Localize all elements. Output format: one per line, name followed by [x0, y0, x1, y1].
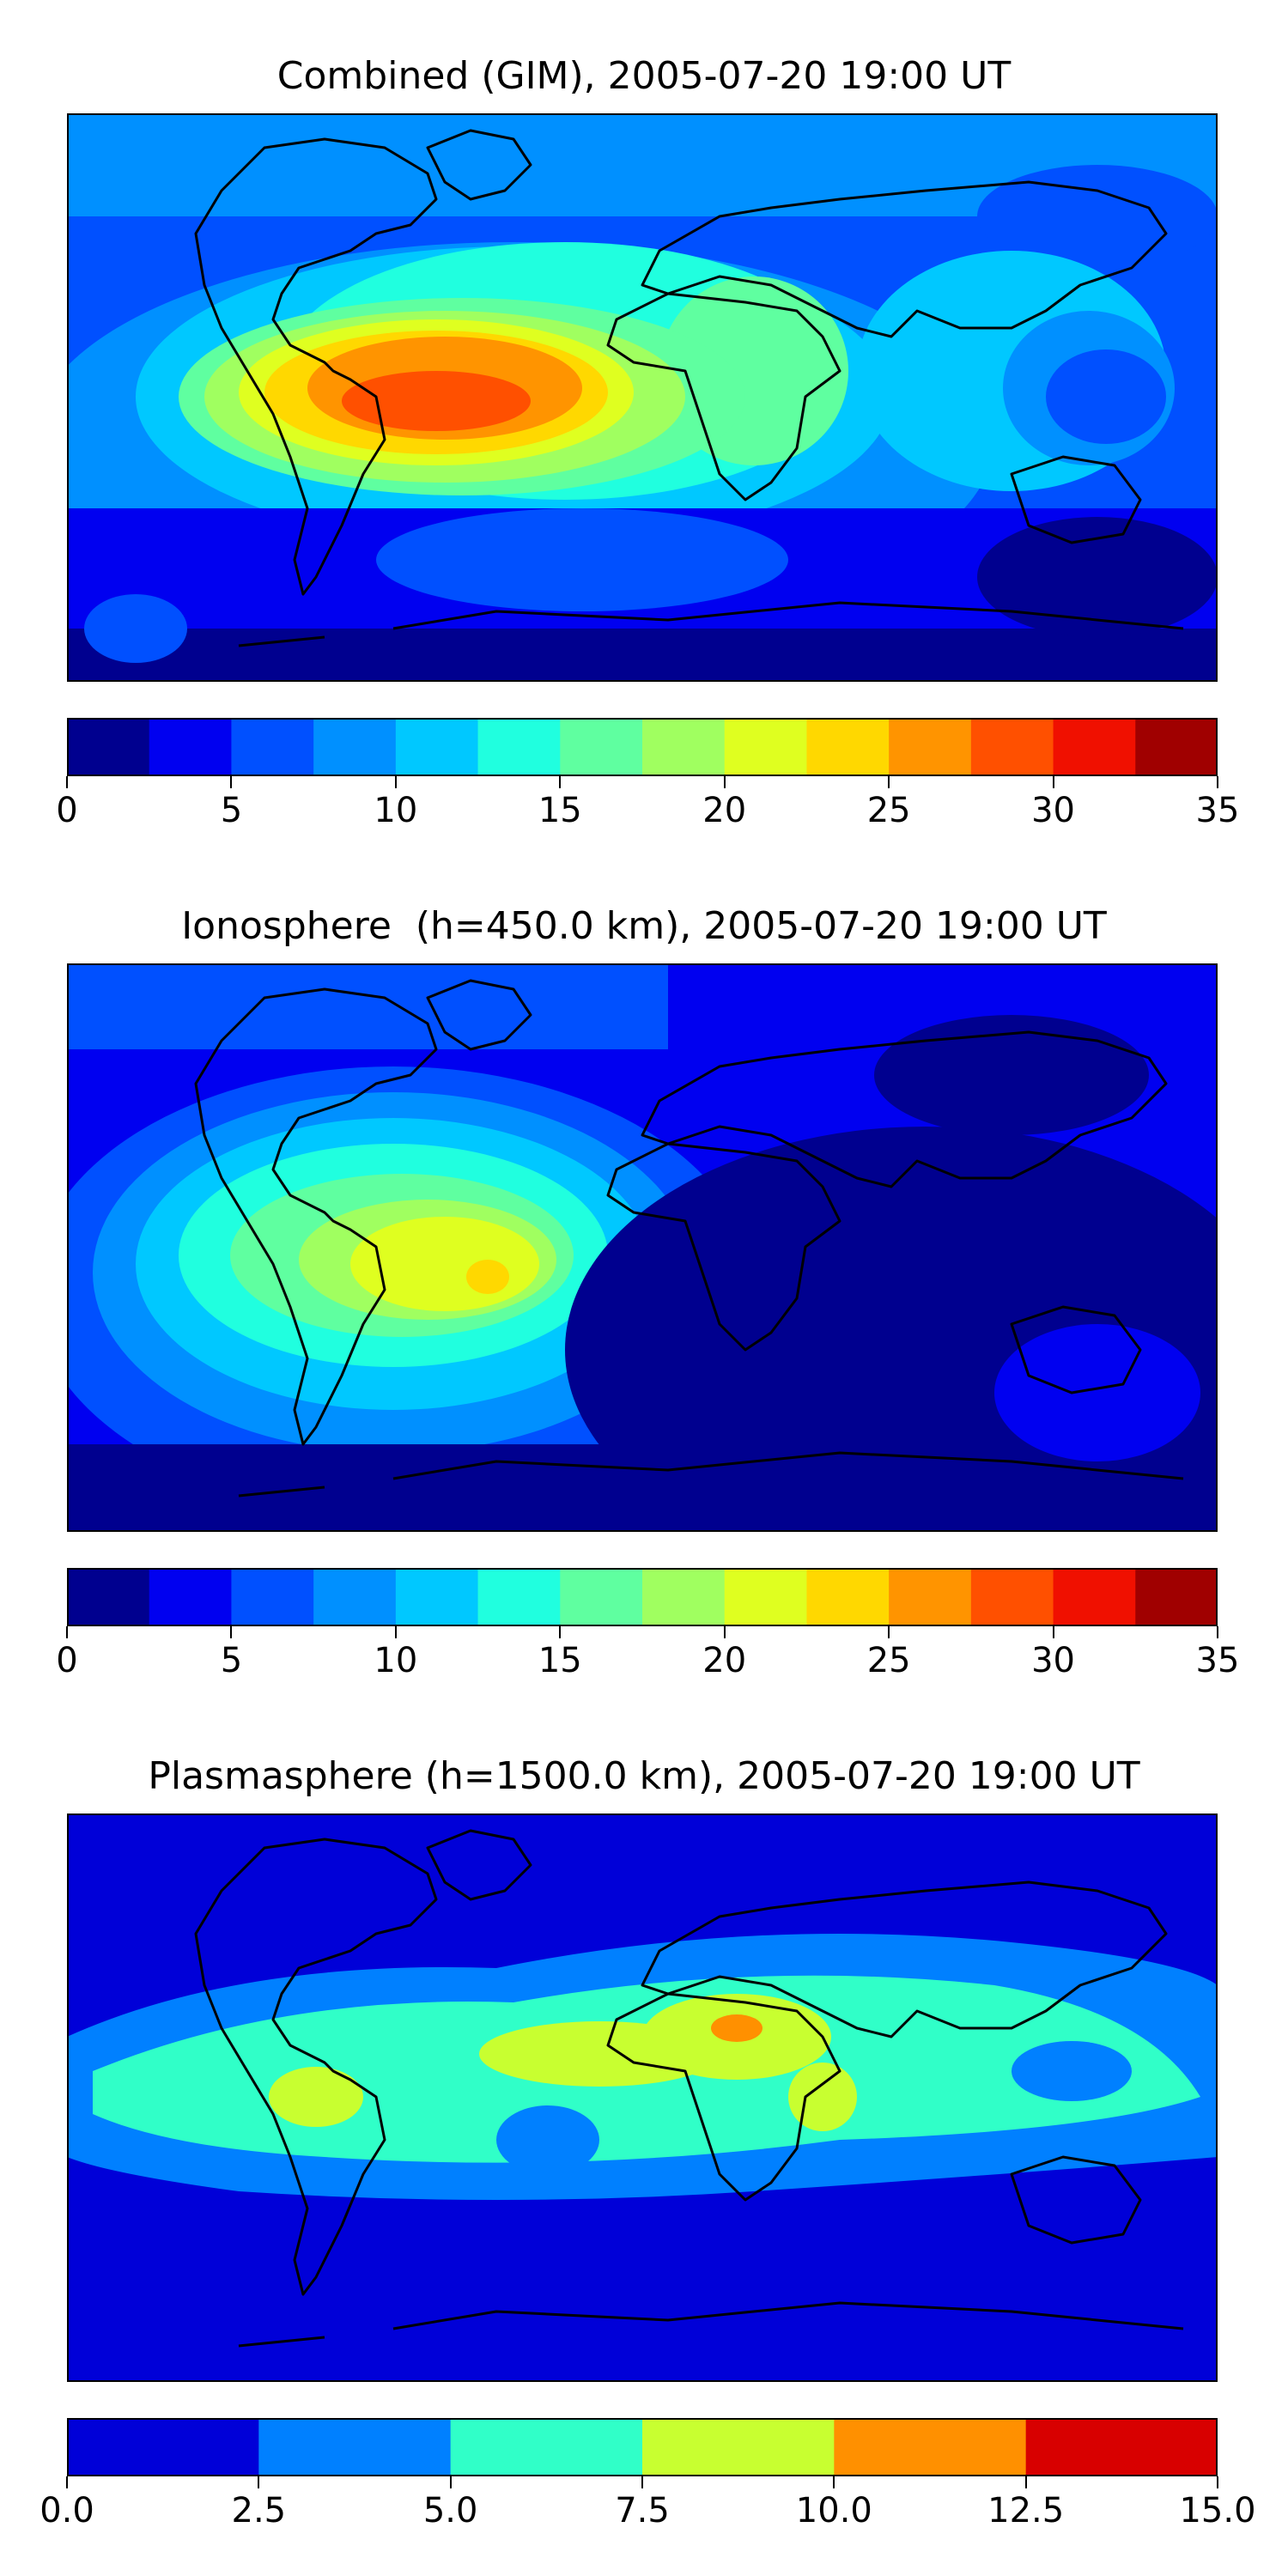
panel-2-title: Ionosphere (h=450.0 km), 2005-07-20 19:0…: [181, 904, 1107, 948]
colorbar-tick-mark: [394, 1626, 397, 1638]
colorbar-segment: [724, 1568, 807, 1626]
colorbar-segment: [231, 718, 314, 776]
colorbar-segment: [970, 718, 1054, 776]
field-contours-1: [67, 113, 1218, 682]
colorbar-tick-label: 5: [220, 1641, 243, 1680]
colorbar-tick-mark: [1052, 776, 1054, 788]
colorbar-tick-label: 35: [1195, 1641, 1240, 1680]
colorbar-tick-mark: [1217, 1626, 1218, 1638]
colorbar-segment: [642, 718, 726, 776]
colorbar-segment: [395, 718, 479, 776]
colorbar-segment: [1025, 2418, 1218, 2476]
colorbar-segment: [560, 718, 643, 776]
colorbar-tick-label: 10: [374, 1641, 418, 1680]
colorbar-tick-label: 20: [702, 791, 747, 830]
panel-3-title: Plasmasphere (h=1500.0 km), 2005-07-20 1…: [148, 1754, 1140, 1798]
colorbar-tick-mark: [888, 776, 890, 788]
colorbar-tick-label: 15: [538, 1641, 582, 1680]
colorbar-tick-mark: [559, 1626, 562, 1638]
panel-2-colorbar: [67, 1568, 1218, 1626]
colorbar-tick-mark: [66, 776, 68, 788]
colorbar-segment: [806, 718, 890, 776]
colorbar-tick-mark: [66, 2476, 68, 2488]
panel-2-map: [67, 963, 1218, 1532]
colorbar-segment: [67, 2418, 259, 2476]
colorbar-tick-label: 5: [220, 791, 243, 830]
colorbar-tick-mark: [1052, 1626, 1054, 1638]
colorbar-segment: [395, 1568, 479, 1626]
colorbar-tick-mark: [723, 1626, 726, 1638]
colorbar-tick-mark: [559, 776, 562, 788]
colorbar-tick-label: 0: [56, 1641, 78, 1680]
colorbar-tick-mark: [833, 2476, 835, 2488]
colorbar-segment: [806, 1568, 890, 1626]
colorbar-tick-mark: [1217, 776, 1218, 788]
coastlines-2: [194, 979, 1184, 1498]
colorbar-tick-label: 30: [1031, 1641, 1076, 1680]
colorbar-tick-mark: [449, 2476, 452, 2488]
colorbar-segment: [67, 718, 150, 776]
panel-1-map: [67, 113, 1218, 682]
colorbar-tick-mark: [888, 1626, 890, 1638]
colorbar-segment: [1053, 1568, 1136, 1626]
colorbar-segment: [231, 1568, 314, 1626]
panel-1-colorbar: [67, 718, 1218, 776]
colorbar-tick-label: 0: [56, 791, 78, 830]
colorbar-tick-label: 10: [374, 791, 418, 830]
colorbar-segment: [970, 1568, 1054, 1626]
colorbar-segment: [313, 1568, 397, 1626]
colorbar-tick-label: 12.5: [987, 2491, 1065, 2530]
colorbar-segment: [1135, 718, 1218, 776]
colorbar-tick-mark: [230, 776, 233, 788]
colorbar-tick-mark: [230, 1626, 233, 1638]
colorbar-segment: [450, 2418, 643, 2476]
colorbar-segment: [477, 718, 561, 776]
colorbar-segment: [1135, 1568, 1218, 1626]
colorbar-tick-label: 20: [702, 1641, 747, 1680]
colorbar-tick-label: 15.0: [1179, 2491, 1256, 2530]
colorbar-tick-label: 25: [866, 791, 911, 830]
colorbar-tick-label: 10.0: [795, 2491, 872, 2530]
colorbar-segment: [313, 718, 397, 776]
colorbar-segment: [67, 1568, 150, 1626]
colorbar-segment: [834, 2418, 1027, 2476]
colorbar-tick-mark: [723, 776, 726, 788]
colorbar-segment: [642, 1568, 726, 1626]
colorbar-segment: [477, 1568, 561, 1626]
colorbar-tick-label: 0.0: [39, 2491, 94, 2530]
colorbar-segment: [149, 1568, 232, 1626]
colorbar-segment: [258, 2418, 452, 2476]
colorbar-tick-mark: [1024, 2476, 1027, 2488]
colorbar-tick-label: 25: [866, 1641, 911, 1680]
colorbar-tick-label: 35: [1195, 791, 1240, 830]
coastlines-1: [194, 129, 1184, 647]
colorbar-tick-label: 2.5: [231, 2491, 287, 2530]
colorbar-tick-mark: [394, 776, 397, 788]
colorbar-tick-mark: [641, 2476, 643, 2488]
colorbar-segment: [724, 718, 807, 776]
colorbar-segment: [889, 1568, 972, 1626]
field-contours-2: [67, 963, 1218, 1532]
field-contours-3: [67, 1934, 1218, 2200]
colorbar-segment: [889, 718, 972, 776]
colorbar-tick-label: 7.5: [615, 2491, 670, 2530]
colorbar-segment: [149, 718, 232, 776]
panel-3-map: [67, 1814, 1218, 2382]
colorbar-tick-label: 15: [538, 791, 582, 830]
colorbar-tick-label: 5.0: [422, 2491, 478, 2530]
colorbar-tick-mark: [258, 2476, 260, 2488]
colorbar-segment: [1053, 718, 1136, 776]
colorbar-segment: [560, 1568, 643, 1626]
panel-3-colorbar: [67, 2418, 1218, 2476]
colorbar-segment: [642, 2418, 835, 2476]
colorbar-tick-label: 30: [1031, 791, 1076, 830]
colorbar-tick-mark: [66, 1626, 68, 1638]
coastlines-3: [194, 1829, 1184, 2348]
panel-1-title: Combined (GIM), 2005-07-20 19:00 UT: [276, 54, 1012, 98]
colorbar-tick-mark: [1217, 2476, 1218, 2488]
